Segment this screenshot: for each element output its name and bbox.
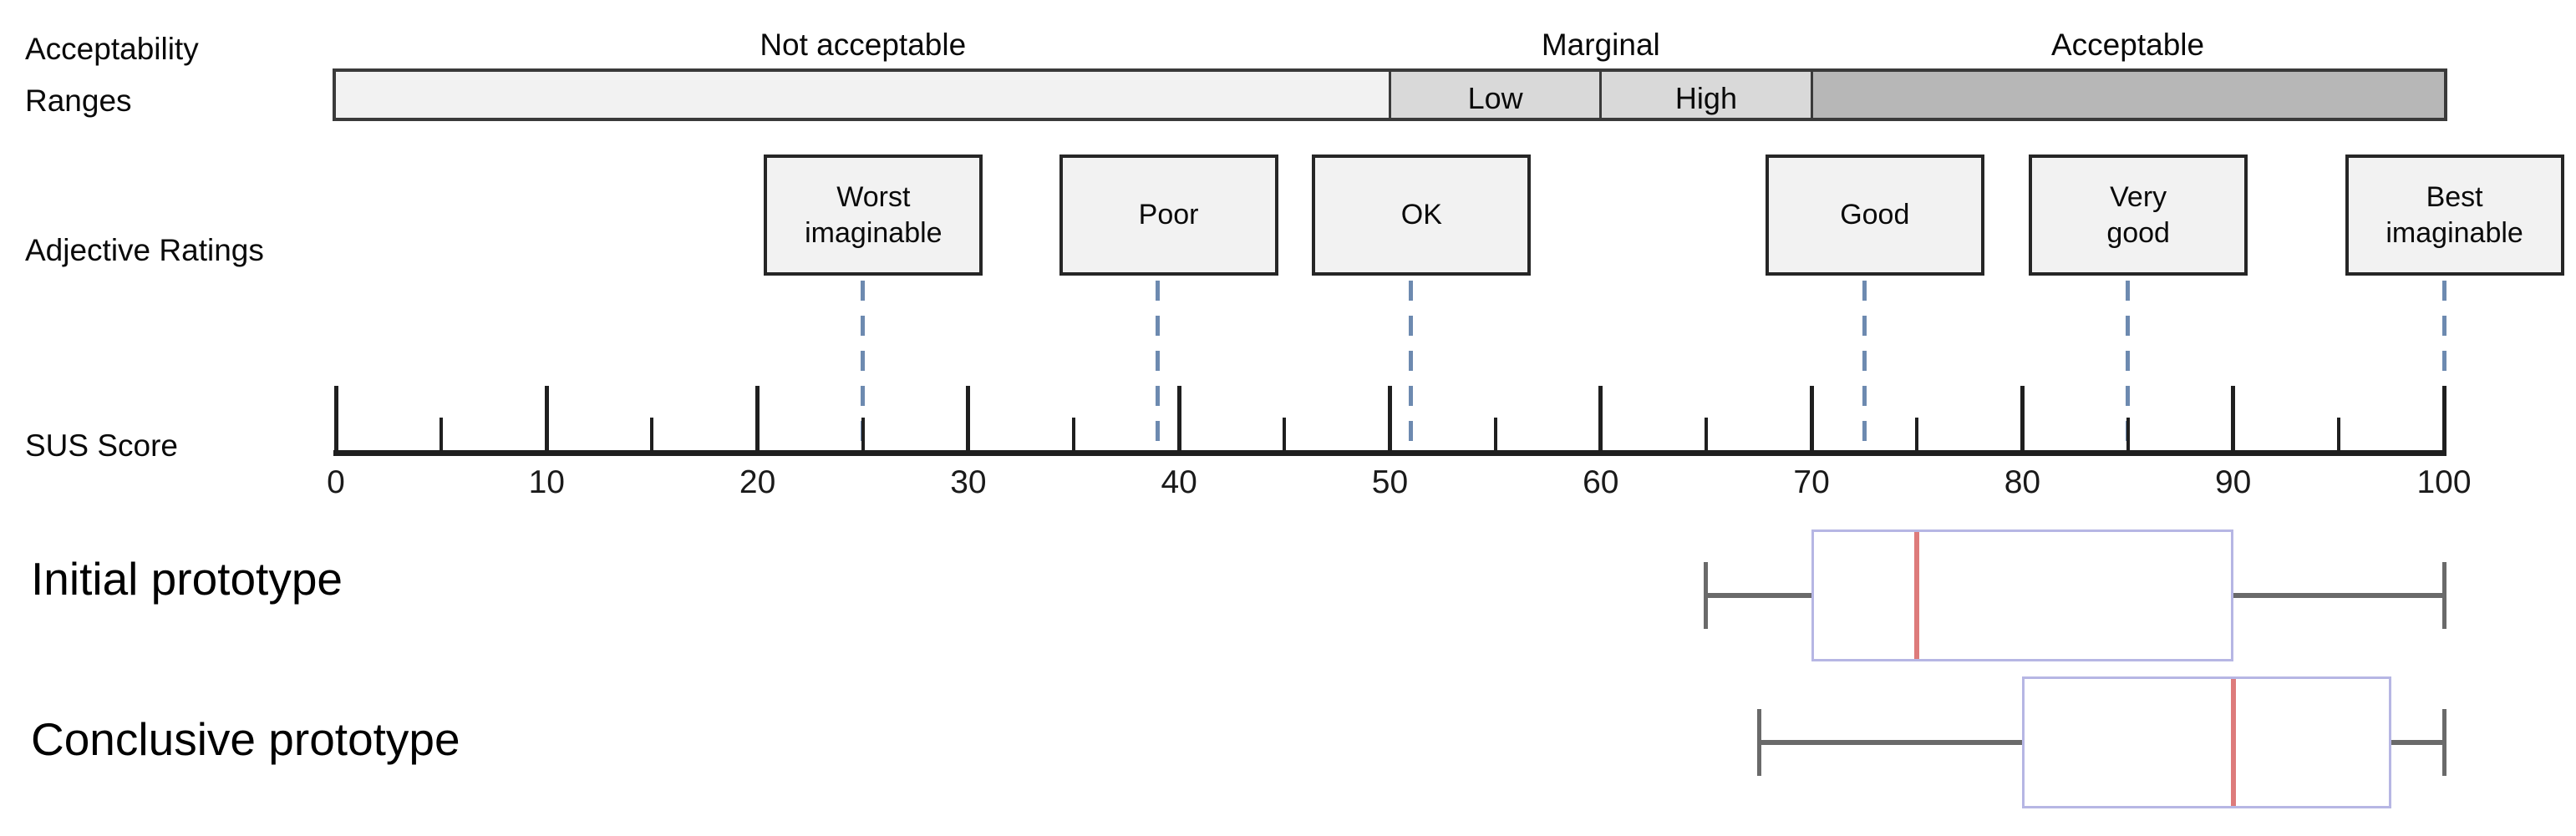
adjective-box-very-good: Very good xyxy=(2029,155,2248,276)
tick-label-60: 60 xyxy=(1583,464,1619,500)
major-tick-80 xyxy=(2020,386,2025,453)
minor-tick-65 xyxy=(1704,418,1708,453)
bar-segment-marginal-high: High xyxy=(1600,72,1812,118)
tick-label-90: 90 xyxy=(2214,464,2252,500)
bar-top-label-not-acceptable: Not acceptable xyxy=(760,28,967,62)
boxplot-initial-prototype-box xyxy=(1811,529,2233,661)
major-tick-70 xyxy=(1809,386,1814,453)
minor-tick-95 xyxy=(2336,418,2340,453)
boxplot-conclusive-prototype-whisker-right xyxy=(2391,740,2444,745)
major-tick-100 xyxy=(2441,386,2446,453)
sus-axis-line xyxy=(333,450,2446,456)
major-tick-90 xyxy=(2231,386,2236,453)
major-tick-30 xyxy=(966,386,971,453)
minor-tick-25 xyxy=(861,418,865,453)
sus-score-axis-label: SUS Score xyxy=(25,428,179,463)
series-label-initial-prototype: Initial prototype xyxy=(31,553,343,605)
adjective-box-best-imaginable: Best imaginable xyxy=(2345,155,2564,276)
dashed-connector-very-good xyxy=(2126,281,2131,449)
adjective-box-ok: OK xyxy=(1312,155,1532,276)
boxplot-conclusive-prototype-whisker-left xyxy=(1759,740,2023,745)
boxplot-initial-prototype-cap-max xyxy=(2441,562,2446,629)
tick-label-30: 30 xyxy=(950,464,987,500)
major-tick-60 xyxy=(1598,386,1603,453)
minor-tick-15 xyxy=(650,418,654,453)
dashed-connector-ok xyxy=(1409,281,1414,449)
boxplot-initial-prototype-median xyxy=(1914,532,1920,659)
dashed-connector-good xyxy=(1862,281,1867,449)
major-tick-50 xyxy=(1388,386,1392,453)
minor-tick-45 xyxy=(1283,418,1287,453)
tick-label-10: 10 xyxy=(528,464,565,500)
acceptability-ranges-label: Acceptability Ranges xyxy=(25,23,199,127)
boxplot-conclusive-prototype-median xyxy=(2230,679,2236,806)
tick-label-80: 80 xyxy=(2004,464,2041,500)
bar-segment-acceptable xyxy=(1811,72,2444,118)
acceptability-ranges-label-line2: Ranges xyxy=(25,84,132,118)
boxplot-conclusive-prototype-cap-min xyxy=(1756,709,1761,776)
major-tick-0 xyxy=(333,386,338,453)
acceptability-ranges-label-line1: Acceptability xyxy=(25,32,199,66)
tick-label-70: 70 xyxy=(1793,464,1830,500)
adjective-box-good: Good xyxy=(1765,155,1984,276)
tick-label-20: 20 xyxy=(739,464,776,500)
bar-divider xyxy=(1599,68,1603,121)
adjective-ratings-label: Adjective Ratings xyxy=(25,233,264,267)
adjective-box-worst-imaginable: Worst imaginable xyxy=(764,155,983,276)
dashed-connector-poor xyxy=(1156,281,1161,449)
minor-tick-85 xyxy=(2126,418,2130,453)
major-tick-40 xyxy=(1176,386,1181,453)
boxplot-conclusive-prototype-cap-max xyxy=(2441,709,2446,776)
dashed-connector-worst-imaginable xyxy=(861,281,866,449)
bar-top-label-acceptable: Acceptable xyxy=(2051,28,2205,62)
boxplot-conclusive-prototype-box xyxy=(2022,676,2391,808)
bar-top-label-marginal: Marginal xyxy=(1541,28,1660,62)
series-label-conclusive-prototype: Conclusive prototype xyxy=(31,713,460,765)
minor-tick-5 xyxy=(439,418,444,453)
boxplot-initial-prototype-whisker-right xyxy=(2233,593,2444,598)
bar-segment-not-acceptable xyxy=(336,72,1390,118)
boxplot-initial-prototype-cap-min xyxy=(1704,562,1709,629)
tick-label-40: 40 xyxy=(1161,464,1197,500)
major-tick-20 xyxy=(755,386,760,453)
dashed-connector-best-imaginable xyxy=(2441,281,2446,449)
bar-divider xyxy=(1810,68,1813,121)
tick-label-0: 0 xyxy=(327,464,345,500)
tick-label-50: 50 xyxy=(1371,464,1409,500)
bar-segment-marginal-low: Low xyxy=(1390,72,1601,118)
adjective-box-poor: Poor xyxy=(1059,155,1278,276)
major-tick-10 xyxy=(544,386,549,453)
bar-divider xyxy=(1389,68,1391,121)
minor-tick-75 xyxy=(1915,418,1919,453)
minor-tick-55 xyxy=(1493,418,1497,453)
boxplot-initial-prototype-whisker-left xyxy=(1705,593,1812,598)
minor-tick-35 xyxy=(1072,418,1076,453)
tick-label-100: 100 xyxy=(2416,464,2472,500)
